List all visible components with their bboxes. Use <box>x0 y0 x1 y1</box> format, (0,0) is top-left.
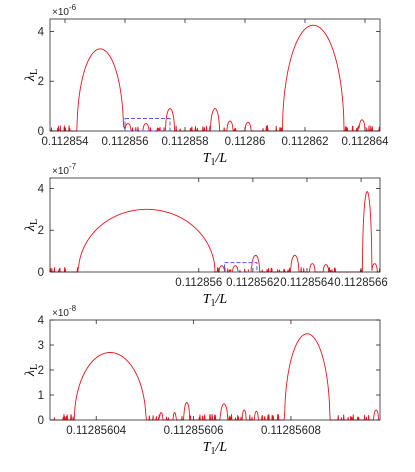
y-tick-label: 4 <box>38 183 45 195</box>
x-tick-label: 0.112862 <box>281 136 328 148</box>
zoom-region-box <box>124 118 171 132</box>
x-axis-label-tail: /L <box>215 292 228 307</box>
x-axis-label: T1/L <box>203 292 228 309</box>
axes-box <box>49 18 381 132</box>
y-tick-label: 0 <box>38 126 44 138</box>
x-tick-label: 0.11285608 <box>261 425 321 437</box>
x-tick-label: 0.112854 <box>41 136 89 148</box>
x-tick-label: 0.112856 <box>101 136 148 148</box>
y-tick-label: 2 <box>38 365 44 377</box>
y-tick-label: 0 <box>38 267 44 279</box>
y-axis-label-subscript: L <box>29 69 40 75</box>
x-axis-label-subscript: 1 <box>211 446 216 457</box>
y-axis-label-subscript: L <box>29 364 40 370</box>
series-line <box>49 24 381 132</box>
y-tick-label: 3 <box>38 340 44 352</box>
x-axis-label: T1/L <box>203 440 228 457</box>
x-tick-label: 0.112856 <box>175 277 222 289</box>
y-tick-label: 2 <box>38 225 44 237</box>
axes-box <box>49 177 381 273</box>
y-tick-label: 4 <box>38 26 45 38</box>
y-tick-label: 1 <box>38 390 44 402</box>
y-axis-label-subscript: L <box>29 219 40 225</box>
y-exponent-power: -6 <box>69 3 77 12</box>
x-tick-label: 0.112858 <box>161 136 208 148</box>
chart-panel-top: 0.112854 0.112856 0.112858 0.11286 0.112862 0… <box>23 3 389 168</box>
x-axis-label: T1/L <box>203 151 228 168</box>
chart-panel-bottom: 0.11285604 0.11285606 0.1128560801234×10-8… <box>23 304 381 457</box>
x-tick-label: 0.112864 <box>341 136 389 148</box>
zoom-region-box <box>223 262 258 273</box>
x-tick-label: 0.11285606 <box>164 425 224 437</box>
x-axis-label-tail: /L <box>215 151 228 166</box>
x-axis-label-tail: /L <box>215 440 228 455</box>
chart-panel-middle: 0.112856 0.1128562 0.1128564 0.1128566024×1… <box>23 162 388 309</box>
y-tick-label: 2 <box>38 76 44 88</box>
x-tick-label: 0.11286 <box>225 136 266 148</box>
x-tick-label: 0.1128566 <box>334 277 388 289</box>
y-tick-label: 0 <box>38 415 44 427</box>
y-exponent-power: -7 <box>69 162 77 171</box>
x-tick-label: 0.11285604 <box>66 425 127 437</box>
y-exponent-power: -8 <box>69 304 77 313</box>
y-tick-label: 4 <box>38 315 45 327</box>
x-axis-label-subscript: 1 <box>211 157 216 168</box>
x-tick-label: 0.1128562 <box>226 277 280 289</box>
x-tick-label: 0.1128564 <box>280 277 334 289</box>
x-axis-label-subscript: 1 <box>211 298 216 309</box>
